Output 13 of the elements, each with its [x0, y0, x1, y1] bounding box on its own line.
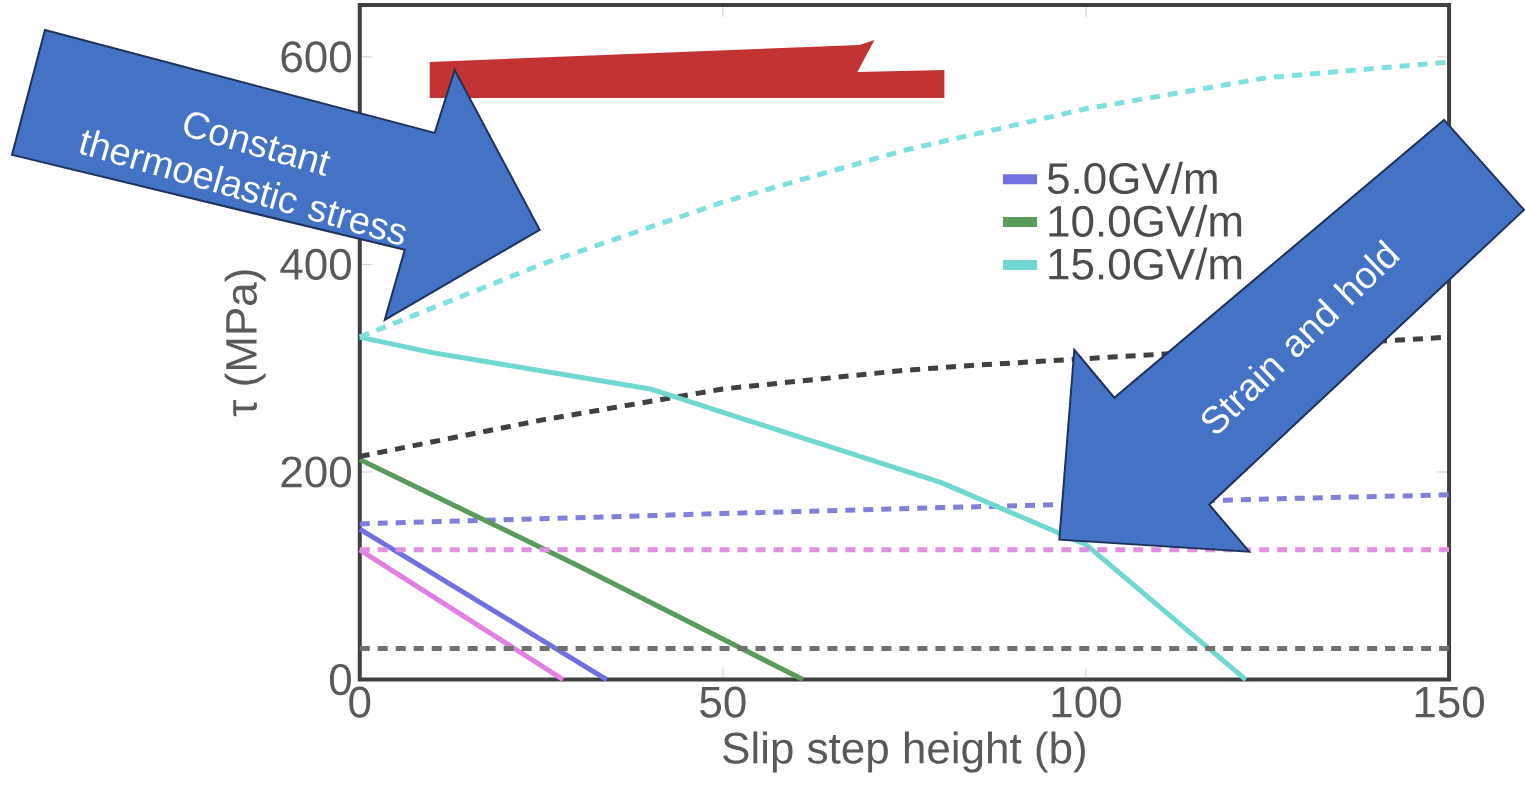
y-axis-title: τ (MPa) — [224, 270, 266, 417]
x-tick-label: 150 — [1415, 686, 1484, 718]
x-tick-label: 100 — [1052, 686, 1121, 718]
legend-label: 10.0GV/m — [1049, 204, 1242, 237]
legend-label: 15.0GV/m — [1049, 247, 1242, 280]
y-tick-label: 200 — [281, 456, 351, 488]
x-tick-label: 50 — [700, 686, 746, 718]
y-tick-label: 400 — [280, 248, 351, 280]
legend-label: 5.0GV/m — [1047, 161, 1217, 194]
x-tick-label: 0 — [349, 686, 371, 718]
y-tick-label: 600 — [281, 41, 351, 73]
x-axis-title: Slip step height (b) — [723, 731, 1085, 773]
y-tick-label: 0 — [329, 663, 351, 695]
